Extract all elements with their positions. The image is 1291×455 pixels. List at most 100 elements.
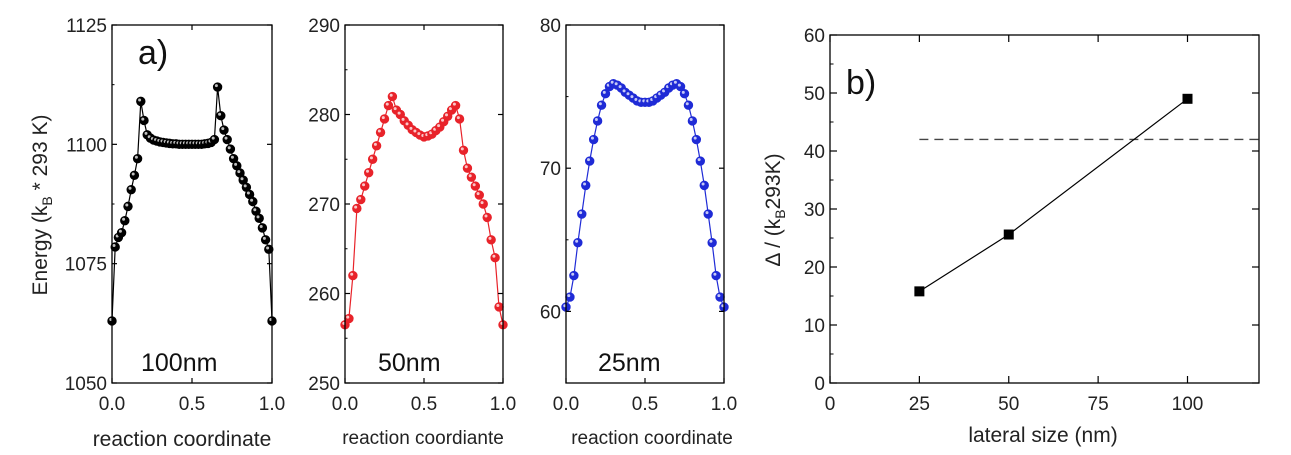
data-point-highlight xyxy=(662,89,666,93)
series-line xyxy=(344,94,504,326)
y-tick-label: 1050 xyxy=(65,374,107,395)
data-point xyxy=(139,115,149,126)
data-point xyxy=(375,127,386,138)
plot-frame xyxy=(829,34,1260,384)
series-line xyxy=(565,83,725,308)
data-point-highlight xyxy=(227,146,231,150)
y-tick-label: 60 xyxy=(804,26,825,47)
data-point xyxy=(462,163,473,173)
data-point xyxy=(371,141,382,151)
plot-25nm: 60 70 80 0.0 0.5 1.0 25nm reaction coordinat… xyxy=(540,16,737,449)
series-50nm xyxy=(340,91,508,330)
annotation-25nm: 25nm xyxy=(598,349,661,377)
data-point-highlight xyxy=(492,254,496,258)
data-point-highlight xyxy=(713,272,717,276)
x-tick-label: 50 xyxy=(998,394,1019,415)
data-point xyxy=(588,134,599,145)
y-tick-label: 0 xyxy=(814,374,825,395)
y-tick-labels-25nm: 60 70 80 xyxy=(540,16,561,323)
data-point xyxy=(569,270,579,281)
data-point-highlight xyxy=(112,244,116,248)
data-point-highlight xyxy=(448,107,452,111)
data-point-highlight xyxy=(237,170,241,174)
plot-lateral-size: 0 10 20 30 40 50 60 0 25 50 75 100 b) lateral size… xyxy=(762,26,1260,447)
data-point-highlight xyxy=(131,172,135,176)
x-tick-label: 75 xyxy=(1088,394,1109,415)
x-tick-label: 0.5 xyxy=(632,394,658,415)
x-tick-label: 25 xyxy=(909,394,930,415)
plot-100nm: 1050 1075 1100 1125 0.0 0.5 1.0 a) 100nm reac… xyxy=(29,16,285,451)
data-point xyxy=(458,145,469,156)
data-point xyxy=(248,196,258,207)
x-tick-label: 0 xyxy=(825,394,836,415)
x-axis-label-25nm: reaction coordinate xyxy=(571,428,733,449)
data-point-highlight xyxy=(246,191,250,195)
data-point-highlight xyxy=(594,118,598,122)
annotation-100nm: 100nm xyxy=(141,349,217,377)
y-axis-label-b-rest: 293K) xyxy=(762,153,785,209)
data-point xyxy=(209,134,220,145)
data-point-highlight xyxy=(571,272,575,276)
y-tick-labels-50nm: 250 260 270 280 290 xyxy=(308,16,340,395)
y-axis-label-main: Energy (k xyxy=(29,205,52,295)
data-point-highlight xyxy=(141,117,145,121)
data-point-highlight xyxy=(256,215,260,219)
y-axis-label-rest: * 293 K) xyxy=(29,115,52,197)
data-point-highlight xyxy=(583,182,587,186)
data-point xyxy=(679,89,690,99)
data-point-highlight xyxy=(262,236,266,240)
y-axis-label-sub: B xyxy=(39,196,55,205)
data-point xyxy=(470,181,481,191)
data-point-highlight xyxy=(488,236,492,240)
x-tick-label: 1.0 xyxy=(259,394,285,415)
data-point xyxy=(1182,93,1193,104)
data-point-highlight xyxy=(709,239,713,243)
data-point xyxy=(225,144,236,154)
data-point-highlight xyxy=(354,205,358,209)
data-point xyxy=(707,237,717,248)
x-tick-label: 0.0 xyxy=(332,394,358,415)
data-point-highlight xyxy=(685,102,689,106)
data-point-highlight xyxy=(579,211,583,215)
data-point-highlight xyxy=(234,162,238,166)
data-point-highlight xyxy=(230,155,234,159)
data-point-highlight xyxy=(701,182,705,186)
data-point xyxy=(691,134,702,145)
data-point xyxy=(136,96,146,107)
data-point-highlight xyxy=(441,118,445,122)
panel-label-a: a) xyxy=(138,34,168,72)
data-point xyxy=(222,134,232,145)
data-point-highlight xyxy=(689,118,693,122)
data-point xyxy=(494,302,504,312)
y-tick-label: 260 xyxy=(308,285,340,306)
y-axis-label-delta: Δ / (kB293K) xyxy=(762,153,788,266)
data-point-highlight xyxy=(705,211,709,215)
data-point-highlight xyxy=(405,122,409,126)
data-point-highlight xyxy=(125,203,129,207)
x-tick-label: 0.0 xyxy=(99,394,125,415)
data-point xyxy=(683,100,694,110)
x-tick-label: 1.0 xyxy=(711,394,737,415)
data-point xyxy=(596,100,607,110)
data-point xyxy=(367,154,378,164)
data-point-highlight xyxy=(634,97,638,101)
data-point-highlight xyxy=(224,136,228,140)
data-point-highlight xyxy=(128,186,132,190)
series-line xyxy=(919,98,1188,292)
data-point xyxy=(116,227,127,238)
x-axis-label-50nm: reaction coordiante xyxy=(342,428,504,449)
data-point xyxy=(126,184,136,195)
x-tick-label: 1.0 xyxy=(490,394,516,415)
data-point xyxy=(490,253,500,263)
data-point-highlight xyxy=(630,95,634,99)
data-point-highlight xyxy=(464,165,468,169)
data-point-highlight xyxy=(681,90,685,94)
data-point-highlight xyxy=(472,183,476,187)
data-point-highlight xyxy=(369,156,373,160)
data-point xyxy=(383,100,394,111)
data-point xyxy=(257,223,268,233)
data-point-highlight xyxy=(211,136,215,140)
data-point xyxy=(123,201,133,212)
data-point xyxy=(585,156,595,166)
